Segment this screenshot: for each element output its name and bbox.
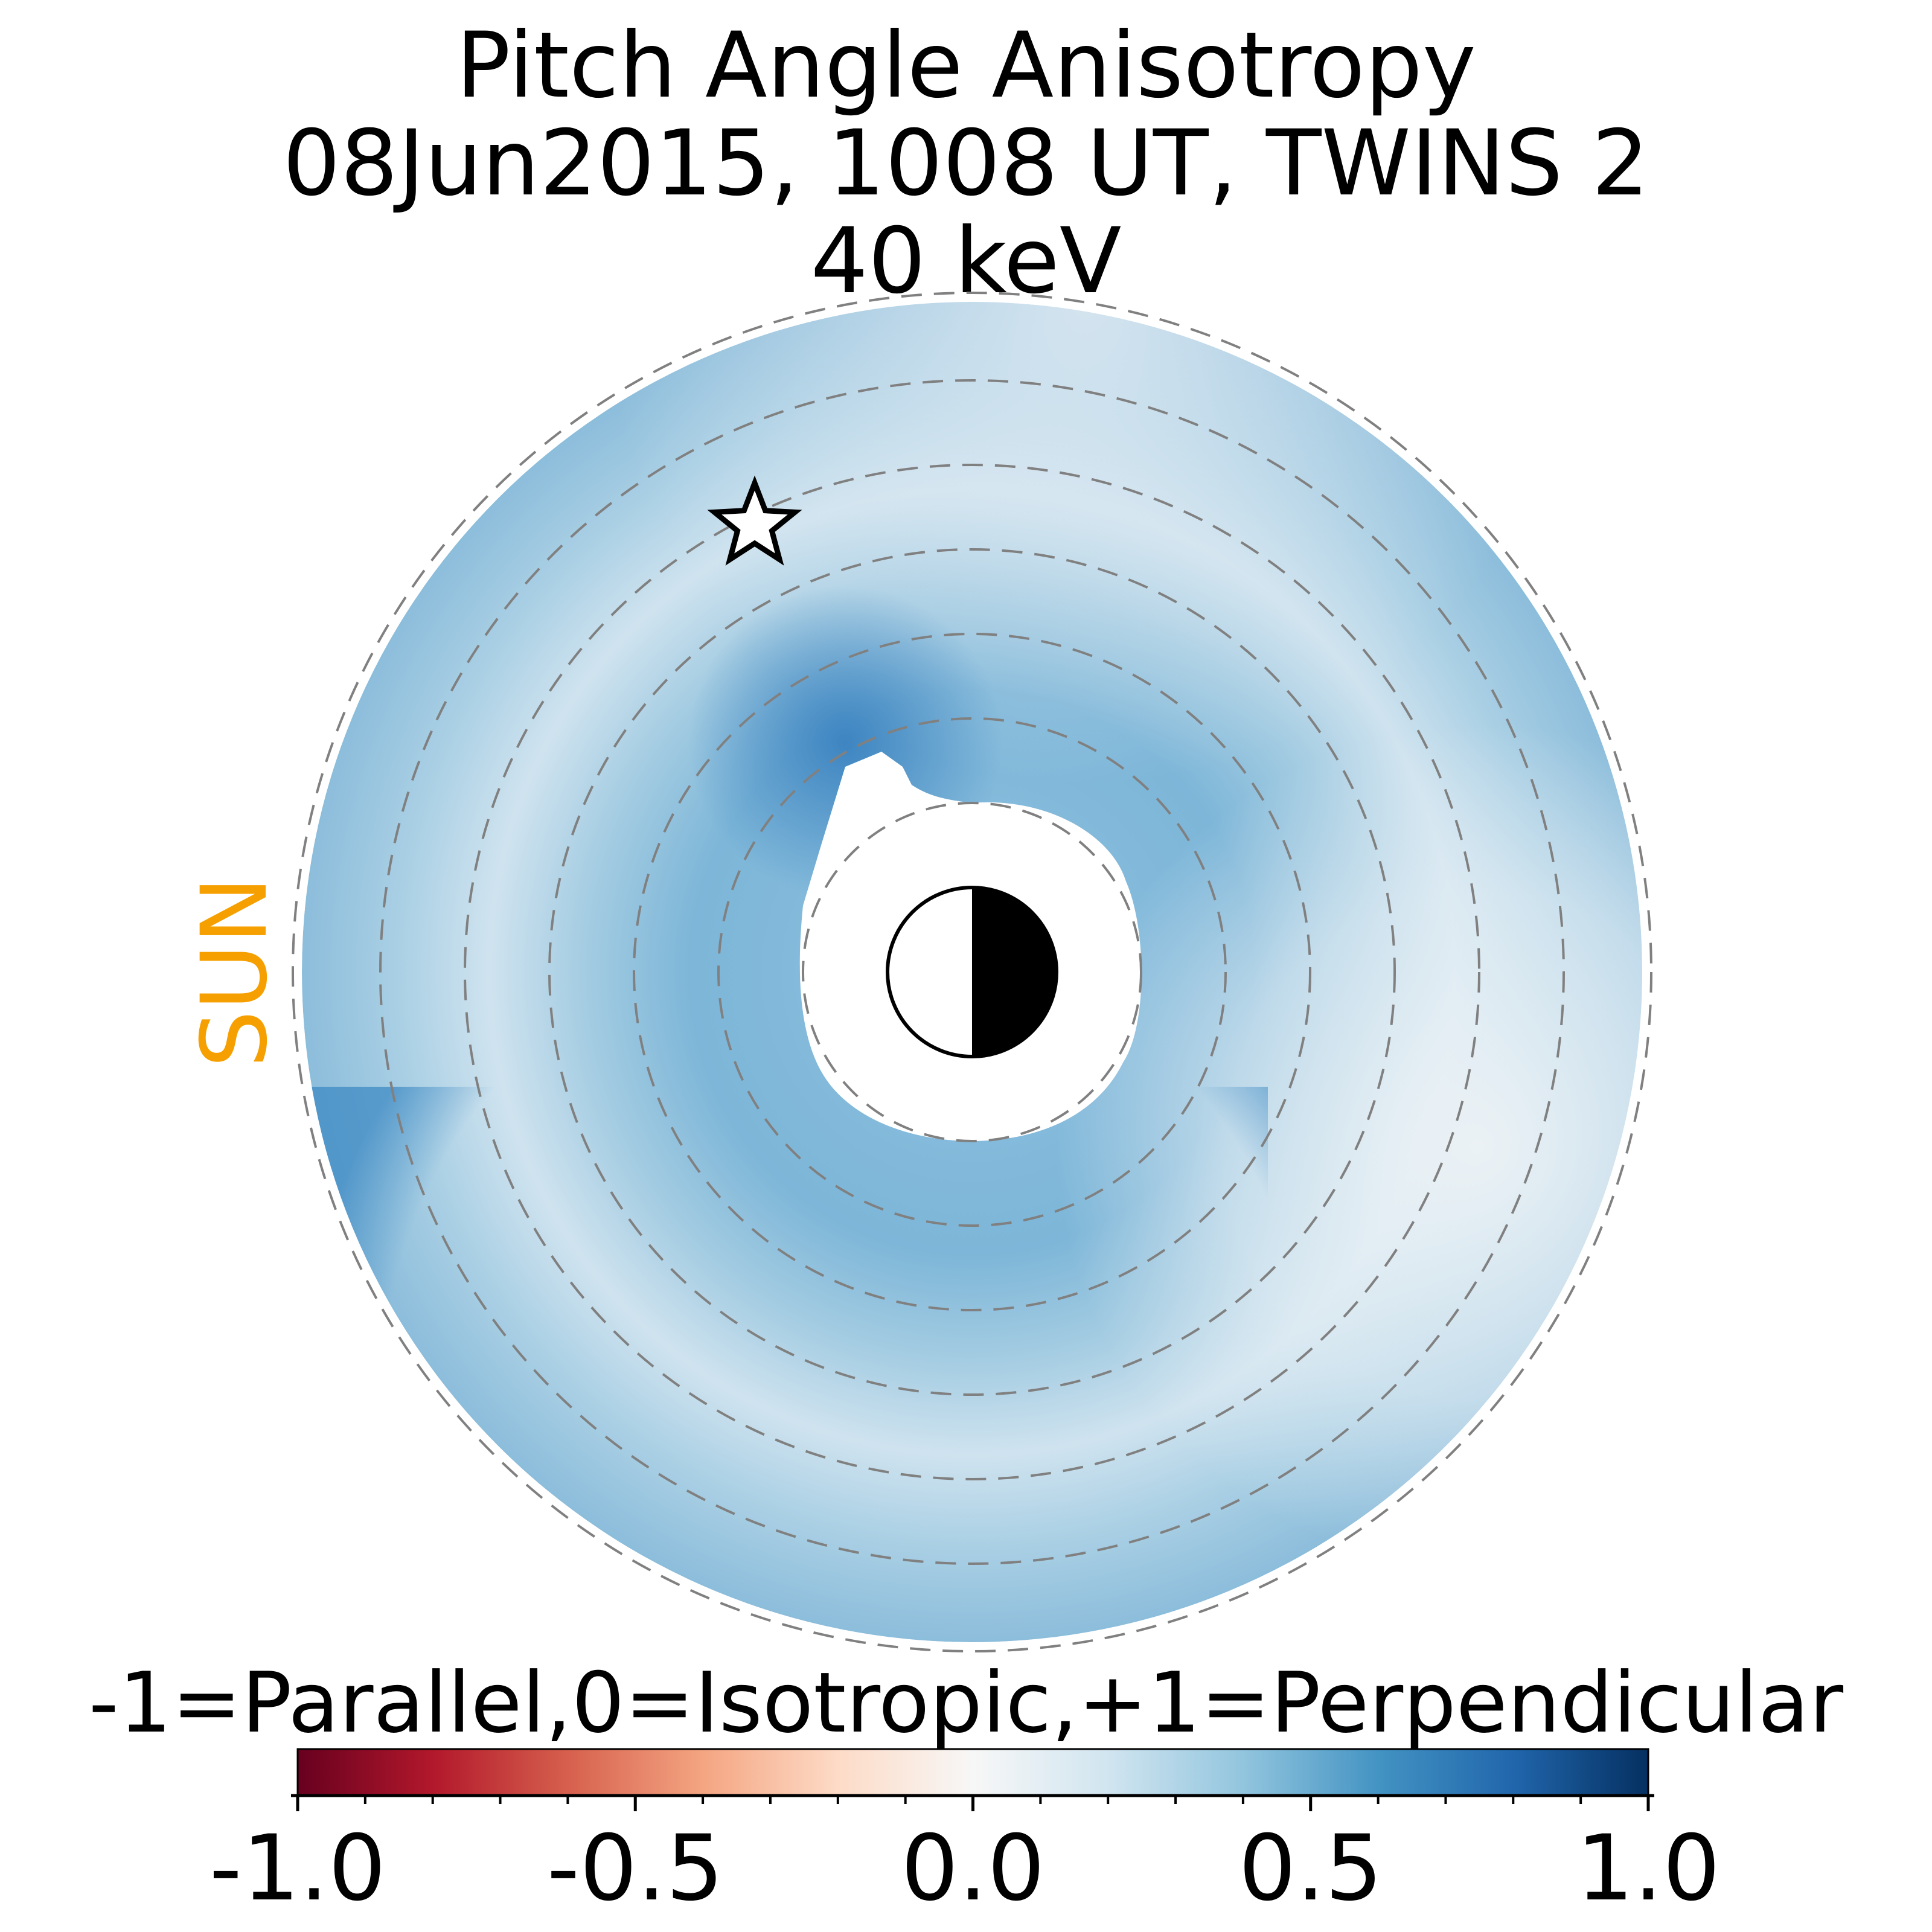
distance-ring-7 [292,292,1652,1652]
colorbar-tick-label: -1.0 [210,1816,386,1921]
distance-ring-6 [379,379,1565,1565]
spacecraft-star-icon [707,475,802,566]
title-line-2: 08Jun2015, 1008 UT, TWINS 2 [283,111,1649,216]
colorbar-tick-label: 1.0 [1576,1816,1721,1921]
earth-night-side [972,888,1057,1057]
colorbar: -1=Parallel,0=Isotropic,+1=Perpendicular… [89,1654,1843,1921]
earth-outline [886,886,1058,1058]
colorbar-label: -1=Parallel,0=Isotropic,+1=Perpendicular [89,1654,1843,1751]
sun-direction-label: SUN [182,876,287,1067]
distance-ring-4 [548,548,1396,1396]
chart-title: Pitch Angle Anisotropy 08Jun2015, 1008 U… [283,13,1649,314]
earth-icon [886,886,1058,1058]
distance-ring-5 [464,464,1480,1480]
colorbar-ticks: -1.0 -0.5 0.0 0.5 1.0 [210,1796,1721,1921]
title-line-3: 40 keV [811,209,1122,314]
distance-ring-2 [717,717,1227,1227]
colorbar-tick-label: 0.0 [901,1816,1045,1921]
colorbar-tick-label: 0.5 [1238,1816,1383,1921]
distance-ring-1 [802,802,1142,1142]
title-line-1: Pitch Angle Anisotropy [456,13,1476,118]
colorbar-gradient [296,1748,1649,1797]
colorbar-tick-label: -0.5 [547,1816,724,1921]
map-bottom-edge [302,1087,1268,1642]
distance-ring-3 [633,633,1311,1311]
distance-rings [292,292,1652,1652]
